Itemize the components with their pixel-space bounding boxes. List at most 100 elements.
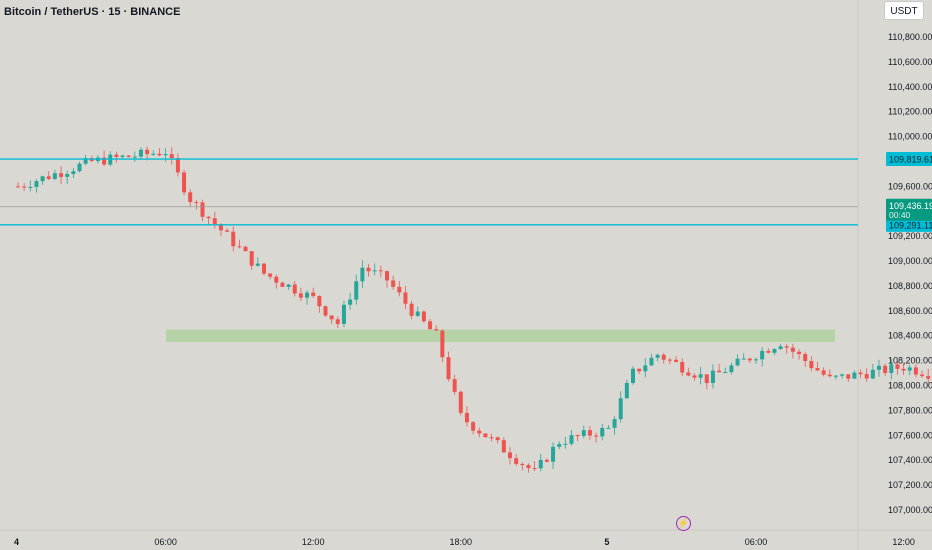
candle-body (514, 458, 519, 464)
candle-body (797, 351, 802, 355)
candle-body (169, 154, 174, 159)
candle-body (59, 173, 64, 177)
candle-body (145, 149, 150, 155)
candle-body (139, 149, 143, 157)
candle-body (508, 452, 512, 459)
candles (16, 146, 931, 473)
candle-body (772, 349, 777, 353)
candle-body (809, 361, 814, 369)
candle-body (840, 374, 845, 376)
candle-body (864, 374, 869, 379)
time-tick-label: 06:00 (745, 537, 768, 547)
lightning-icon[interactable]: ⚡ (676, 516, 691, 531)
candle-body (212, 218, 217, 225)
currency-button[interactable]: USDT (884, 1, 924, 20)
candle-body (329, 315, 334, 320)
candle-body (827, 374, 832, 377)
candle-body (710, 370, 715, 384)
candle-body (163, 154, 168, 156)
candle-body (649, 357, 654, 366)
candle-body (735, 358, 740, 366)
candle-body (913, 367, 918, 375)
candle-body (218, 224, 223, 231)
candle-body (341, 304, 346, 324)
level-price-tag (886, 152, 932, 167)
candle-body (569, 435, 574, 444)
level-price-text: 109,819.61 (889, 155, 932, 165)
candle-body (378, 270, 383, 272)
candle-body (926, 376, 931, 379)
candle-body (458, 391, 463, 413)
price-tick-label: 110,200.00 (888, 107, 932, 117)
candle-body (188, 192, 193, 203)
candle-body (661, 354, 666, 360)
candle-body (821, 370, 826, 375)
candle-body (348, 299, 353, 305)
candle-body (600, 427, 605, 437)
candle-body (360, 267, 365, 282)
candle-body (747, 358, 752, 361)
countdown-text: 00:40 (889, 210, 911, 220)
candle-body (754, 359, 758, 361)
candle-body (563, 443, 568, 445)
candle-body (717, 370, 722, 373)
price-tick-label: 108,600.00 (888, 306, 932, 316)
candle-body (544, 459, 549, 462)
candle-body (243, 246, 248, 252)
candle-body (40, 176, 45, 182)
candle-body (803, 354, 808, 362)
candle-body (489, 437, 494, 439)
candle-body (440, 330, 445, 358)
candle-body (870, 369, 875, 379)
price-axis[interactable]: 110,800.00 110,600.00 110,400.00 110,200.00… (888, 32, 932, 515)
candle-body (249, 251, 254, 266)
price-tick-label: 109,200.00 (888, 231, 932, 241)
candle-body (237, 246, 242, 248)
candle-body (274, 276, 279, 283)
price-tick-label: 108,200.00 (888, 356, 932, 366)
candle-body (637, 368, 642, 372)
candle-body (206, 216, 211, 219)
candle-body (231, 231, 236, 247)
candle-body (434, 329, 439, 331)
candle-body (760, 350, 765, 360)
candle-body (778, 346, 783, 350)
candle-body (471, 422, 476, 431)
candle-body (624, 383, 629, 399)
candle-body (71, 171, 76, 175)
candle-body (22, 186, 27, 188)
candle-body (335, 319, 340, 324)
candle-body (16, 186, 20, 188)
candle-body (538, 459, 543, 469)
candle-body (895, 364, 900, 369)
level-price-tag (886, 217, 932, 232)
price-tick-label: 107,600.00 (888, 430, 932, 440)
price-tick-label: 110,600.00 (888, 57, 932, 67)
candle-body (175, 158, 180, 173)
candle-body (495, 437, 500, 441)
candle-body (680, 361, 685, 373)
price-tick-label: 110,000.00 (888, 132, 932, 142)
candle-body (606, 427, 611, 429)
current-price-text: 109,436.19 (889, 201, 932, 211)
candle-body (77, 163, 82, 172)
candle-body (409, 303, 414, 316)
candle-body (815, 368, 820, 371)
support-zone (166, 329, 835, 342)
price-tick-label: 107,200.00 (888, 480, 932, 490)
candle-body (643, 365, 648, 372)
candle-body (415, 311, 420, 316)
candle-body (421, 311, 426, 322)
candle-body (403, 292, 408, 304)
time-axis[interactable]: 406:0012:0018:00506:0012:0018:00606:0012… (14, 537, 932, 547)
candle-body (225, 230, 230, 232)
candle-body (766, 350, 771, 353)
candle-body (557, 444, 562, 447)
candle-body (551, 446, 556, 462)
candle-body (354, 281, 359, 300)
candle-body (674, 359, 679, 362)
candle-body (698, 374, 703, 378)
candle-body (151, 153, 156, 155)
candle-body (618, 398, 623, 420)
